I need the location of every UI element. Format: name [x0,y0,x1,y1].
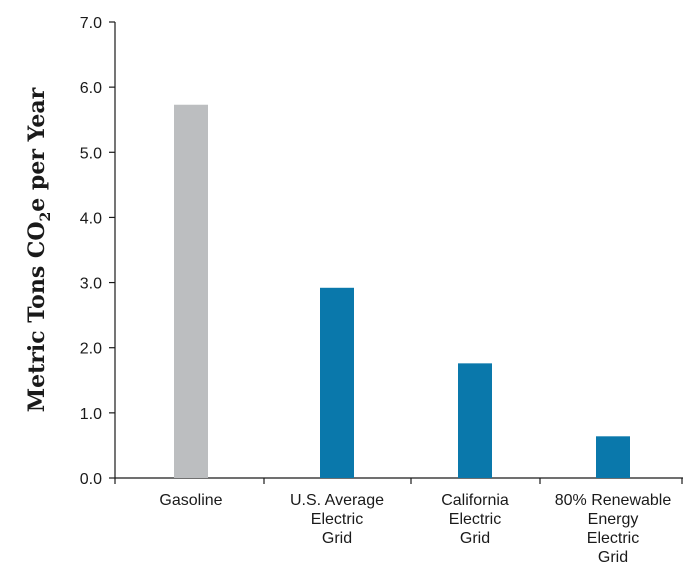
y-axis-label-subscript: 2 [38,212,54,222]
axes [114,22,683,484]
y-tick-label: 4.0 [80,210,102,227]
y-tick-label: 0.0 [80,471,102,488]
y-tick-label: 6.0 [80,80,102,97]
y-axis-label: Metric Tons CO2e per Year [24,87,54,412]
y-axis-label-suffix: e per Year [24,87,50,211]
bars [174,104,630,478]
bar [320,287,354,478]
y-tick-label: 5.0 [80,145,102,162]
bar [174,104,208,478]
x-category-label: California Electric Grid [441,492,509,547]
y-ticks: 0.0 1.0 2.0 3.0 4.0 5.0 6.0 7.0 [80,15,115,488]
y-tick-label: 2.0 [80,341,102,358]
y-tick-label: 7.0 [80,15,102,32]
x-labels: Gasoline U.S. Average Electric Grid Californ… [159,492,671,566]
y-axis-label-prefix: Metric Tons CO [24,221,50,412]
y-tick-label: 1.0 [80,406,102,423]
x-category-label: 80% Renewable Energy Electric Grid [555,492,672,566]
bar [458,363,492,478]
x-category-label: U.S. Average Electric Grid [290,492,384,547]
y-tick-label: 3.0 [80,276,102,293]
bar [596,436,630,478]
svg-text:Metric Tons CO2e per Year: Metric Tons CO2e per Year [24,87,54,412]
x-category-label: Gasoline [159,492,222,509]
